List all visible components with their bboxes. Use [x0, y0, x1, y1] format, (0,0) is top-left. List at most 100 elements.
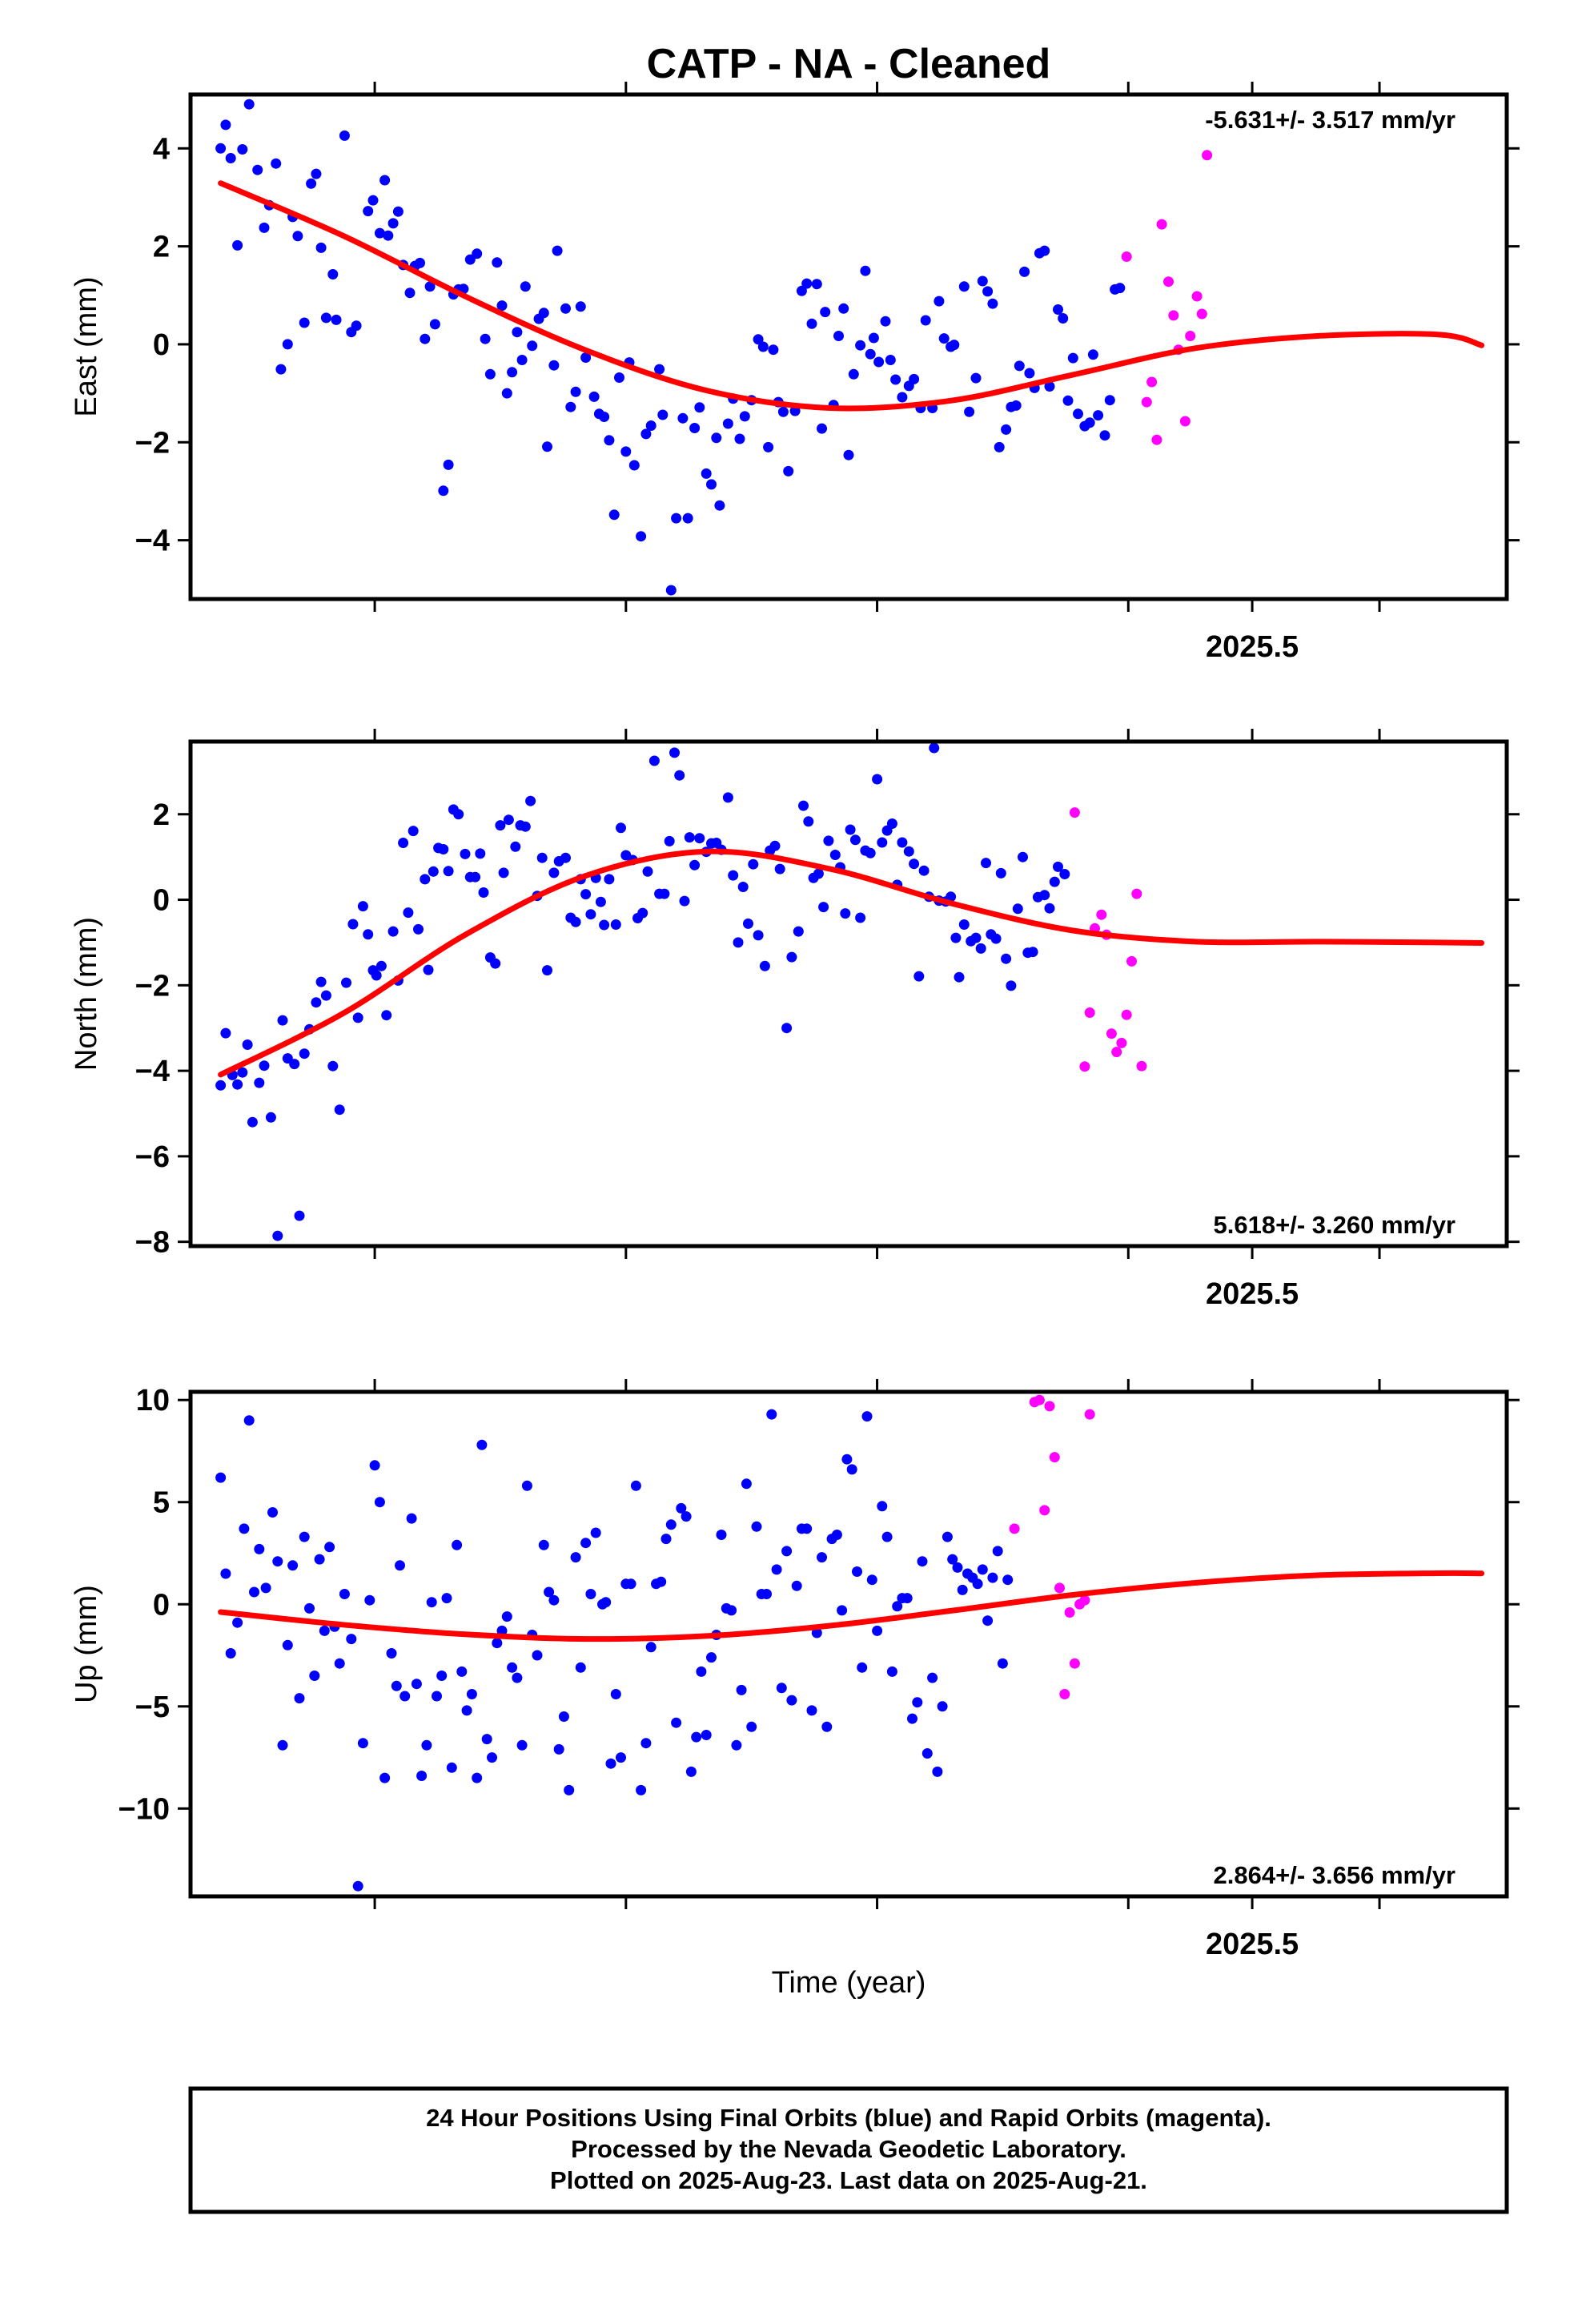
- rapid-orbit-point: [1191, 291, 1203, 302]
- final-orbit-point: [783, 465, 794, 476]
- final-orbit-point: [872, 1625, 883, 1636]
- final-orbit-point: [428, 866, 439, 877]
- final-orbit-point: [913, 971, 925, 982]
- final-orbit-point: [620, 446, 632, 457]
- final-orbit-point: [476, 1439, 488, 1450]
- y-tick-label: −2: [135, 969, 170, 1003]
- final-orbit-point: [452, 1539, 463, 1550]
- final-orbit-point: [642, 866, 653, 877]
- final-orbit-point: [277, 1739, 288, 1751]
- rapid-orbit-point: [1146, 376, 1158, 388]
- final-orbit-point: [820, 307, 831, 318]
- final-orbit-point: [1099, 430, 1110, 441]
- final-orbit-point: [220, 119, 231, 131]
- final-orbit-point: [689, 859, 701, 870]
- final-orbit-point: [769, 840, 781, 851]
- final-orbit-point: [873, 356, 885, 368]
- final-orbit-point: [426, 1597, 437, 1608]
- final-orbit-point: [958, 919, 970, 930]
- final-orbit-point: [1001, 953, 1012, 964]
- final-orbit-point: [215, 1472, 227, 1483]
- final-orbit-point: [696, 1666, 707, 1677]
- final-orbit-point: [590, 1527, 601, 1538]
- final-orbit-point: [903, 846, 914, 857]
- final-orbit-point: [287, 1560, 299, 1571]
- final-orbit-point: [464, 254, 476, 265]
- final-orbit-point: [352, 1012, 363, 1023]
- final-orbit-point: [934, 296, 945, 307]
- final-orbit-point: [599, 412, 610, 422]
- final-orbit-point: [478, 887, 489, 898]
- final-orbit-point: [392, 206, 404, 217]
- final-orbit-point: [542, 441, 552, 452]
- y-tick-label: 4: [153, 132, 170, 166]
- final-orbit-point: [411, 1679, 422, 1690]
- final-orbit-point: [786, 1695, 797, 1706]
- final-orbit-point: [610, 919, 621, 930]
- final-orbit-point: [548, 867, 560, 879]
- final-orbit-point: [334, 1658, 345, 1669]
- final-orbit-point: [982, 1615, 994, 1626]
- final-orbit-point: [438, 485, 449, 497]
- final-orbit-point: [736, 1684, 747, 1695]
- final-orbit-point: [532, 1650, 543, 1661]
- final-orbit-point: [669, 747, 680, 758]
- y-tick-label: −2: [135, 426, 170, 460]
- final-orbit-point: [706, 479, 717, 490]
- final-orbit-point: [564, 1784, 575, 1795]
- final-orbit-point: [369, 1460, 380, 1471]
- final-orbit-point: [585, 909, 596, 920]
- final-orbit-point: [605, 1758, 616, 1769]
- final-orbit-point: [460, 848, 471, 859]
- final-orbit-point: [585, 1589, 596, 1599]
- rapid-orbit-point: [1156, 219, 1167, 230]
- final-orbit-point: [886, 818, 897, 829]
- rapid-orbit-point: [1116, 1037, 1127, 1048]
- final-orbit-point: [520, 821, 531, 832]
- final-orbit-point: [817, 423, 827, 434]
- final-orbit-point: [689, 423, 701, 433]
- final-orbit-point: [1058, 313, 1069, 324]
- final-orbit-point: [267, 1507, 278, 1518]
- final-orbit-point: [501, 1611, 512, 1622]
- final-orbit-point: [938, 333, 950, 344]
- final-orbit-point: [636, 531, 647, 542]
- final-orbit-point: [346, 1634, 357, 1645]
- final-orbit-point: [420, 874, 431, 885]
- final-orbit-point: [548, 1594, 560, 1606]
- final-orbit-point: [272, 1230, 283, 1241]
- final-orbit-point: [757, 341, 769, 352]
- footer-line-1: 24 Hour Positions Using Final Orbits (bl…: [426, 2104, 1271, 2132]
- final-orbit-point: [391, 1680, 402, 1691]
- final-orbit-point: [995, 867, 1006, 879]
- final-orbit-point: [215, 1080, 227, 1091]
- final-orbit-point: [254, 1077, 265, 1088]
- figure-title: CATP - NA - Cleaned: [647, 41, 1051, 87]
- final-orbit-point: [472, 1772, 483, 1783]
- final-orbit-point: [881, 1531, 893, 1542]
- final-orbit-point: [1093, 410, 1104, 421]
- final-orbit-point: [475, 848, 486, 859]
- final-orbit-point: [972, 1578, 983, 1590]
- final-orbit-point: [461, 1705, 472, 1716]
- final-orbit-point: [628, 460, 640, 471]
- final-orbit-point: [374, 227, 385, 239]
- final-orbit-point: [656, 1576, 667, 1587]
- final-orbit-point: [438, 844, 449, 854]
- final-orbit-point: [741, 1478, 752, 1490]
- final-orbit-point: [1001, 424, 1012, 435]
- final-orbit-point: [542, 965, 552, 976]
- final-orbit-point: [746, 1721, 757, 1732]
- final-orbit-point: [657, 409, 669, 420]
- final-orbit-point: [600, 1597, 612, 1608]
- final-orbit-point: [512, 1672, 523, 1683]
- rapid-orbit-point: [1079, 1594, 1090, 1606]
- final-orbit-point: [665, 1519, 677, 1530]
- rapid-orbit-point: [1111, 1047, 1122, 1058]
- final-orbit-point: [375, 960, 387, 971]
- final-orbit-point: [958, 281, 970, 292]
- final-orbit-point: [232, 1079, 243, 1090]
- final-orbit-point: [282, 339, 293, 350]
- final-orbit-point: [982, 286, 994, 297]
- up-panel: −10 −5 0 5 10 2025.5 2.864+/- 3.656 mm/yr Up (m…: [70, 1379, 1520, 1961]
